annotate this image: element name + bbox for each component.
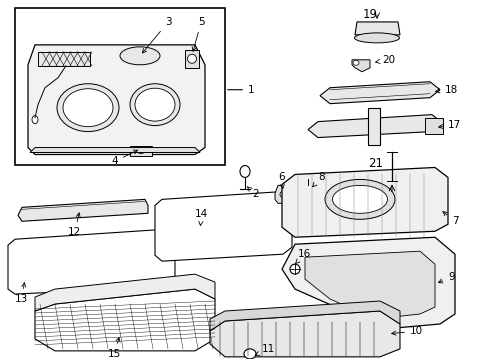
Text: 21: 21 xyxy=(367,157,382,170)
Ellipse shape xyxy=(32,116,38,123)
Ellipse shape xyxy=(120,47,160,65)
Polygon shape xyxy=(30,148,200,153)
Text: 2: 2 xyxy=(247,186,258,199)
Polygon shape xyxy=(282,237,454,329)
Polygon shape xyxy=(35,289,215,351)
Ellipse shape xyxy=(280,192,285,197)
Polygon shape xyxy=(28,45,204,154)
Text: 11: 11 xyxy=(255,344,275,355)
Text: 8: 8 xyxy=(312,172,324,187)
Text: 4: 4 xyxy=(111,150,138,166)
Text: 6: 6 xyxy=(278,172,284,189)
Polygon shape xyxy=(209,311,399,357)
Ellipse shape xyxy=(332,185,386,213)
Polygon shape xyxy=(319,82,439,104)
Polygon shape xyxy=(8,229,175,294)
Ellipse shape xyxy=(63,89,113,127)
Polygon shape xyxy=(35,274,215,311)
Text: 9: 9 xyxy=(438,272,454,283)
Text: 17: 17 xyxy=(438,120,460,130)
Polygon shape xyxy=(38,52,90,66)
Text: 10: 10 xyxy=(391,326,422,336)
Ellipse shape xyxy=(130,84,180,126)
Bar xyxy=(424,118,442,134)
Bar xyxy=(15,8,224,166)
Text: 13: 13 xyxy=(15,283,28,304)
Polygon shape xyxy=(282,167,447,237)
Text: 18: 18 xyxy=(435,85,457,95)
Ellipse shape xyxy=(354,33,399,43)
Text: 16: 16 xyxy=(295,249,311,264)
Text: 14: 14 xyxy=(195,209,208,226)
Polygon shape xyxy=(18,199,148,221)
Text: 15: 15 xyxy=(108,338,121,359)
Text: 19: 19 xyxy=(362,8,377,22)
Text: 20: 20 xyxy=(375,55,394,65)
Text: 5: 5 xyxy=(192,17,204,51)
Ellipse shape xyxy=(240,166,249,177)
Polygon shape xyxy=(305,251,434,319)
Polygon shape xyxy=(351,60,369,72)
Text: 12: 12 xyxy=(68,213,81,237)
Text: 7: 7 xyxy=(442,212,458,226)
Polygon shape xyxy=(274,185,289,203)
Ellipse shape xyxy=(302,185,313,197)
Text: 1: 1 xyxy=(227,85,254,95)
Text: 3: 3 xyxy=(142,17,171,53)
Ellipse shape xyxy=(135,88,175,121)
Ellipse shape xyxy=(57,84,119,131)
Bar xyxy=(184,50,199,68)
Polygon shape xyxy=(307,114,441,138)
Ellipse shape xyxy=(289,264,299,274)
Ellipse shape xyxy=(244,349,256,359)
Polygon shape xyxy=(367,108,379,144)
Polygon shape xyxy=(209,301,399,331)
Polygon shape xyxy=(155,192,291,261)
Ellipse shape xyxy=(352,60,358,65)
Bar xyxy=(130,145,152,156)
Ellipse shape xyxy=(325,179,394,219)
Polygon shape xyxy=(354,22,399,35)
Ellipse shape xyxy=(187,54,196,63)
Ellipse shape xyxy=(137,148,145,153)
